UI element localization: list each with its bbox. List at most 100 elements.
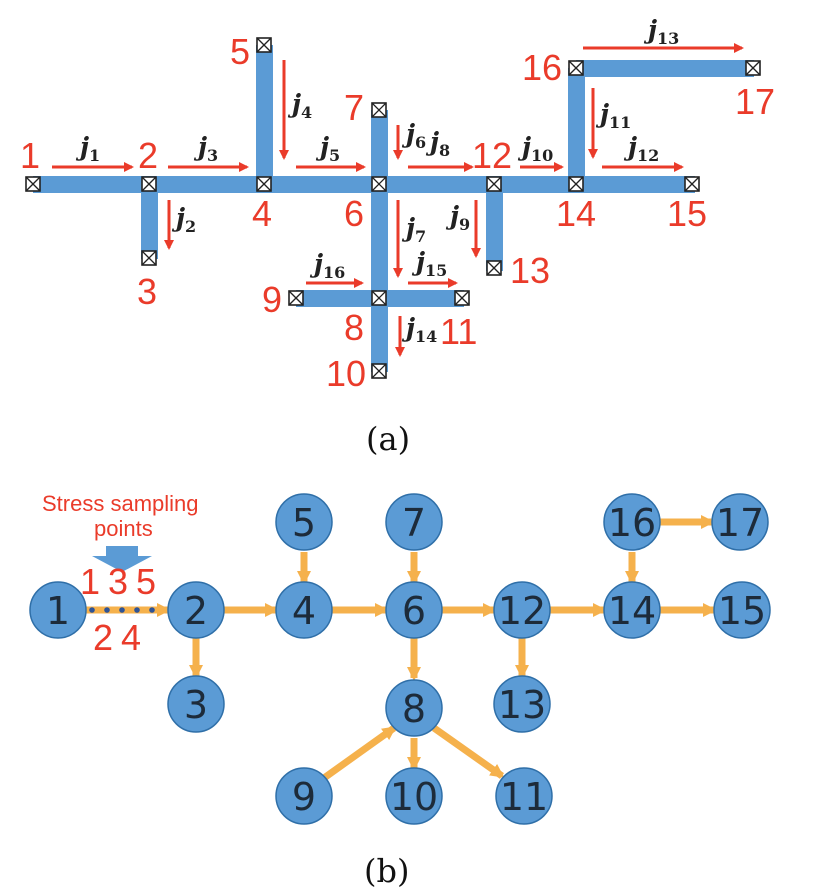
- junction-label-7: 7: [344, 87, 364, 128]
- junction-label-1: 1: [20, 135, 40, 176]
- junction-12-box: [486, 176, 502, 192]
- junction-label-3: 3: [137, 271, 157, 312]
- pipe-14-16: [568, 68, 585, 185]
- flow-label-j5: j5: [315, 132, 340, 165]
- node-label-1: 1: [46, 589, 70, 633]
- node-9: 9: [275, 767, 333, 825]
- node-2: 2: [167, 581, 225, 639]
- sampling-dot: [119, 607, 125, 613]
- sampling-point-1: 1: [80, 561, 100, 602]
- pipe-16-17: [576, 60, 754, 77]
- node-label-11: 11: [500, 775, 548, 819]
- node-6: 6: [385, 581, 443, 639]
- node-4: 4: [275, 581, 333, 639]
- junction-9-box: [288, 290, 304, 306]
- pipe-network: [33, 45, 754, 372]
- junction-label-8: 8: [344, 307, 364, 348]
- junction-1-box: [25, 176, 41, 192]
- node-label-2: 2: [184, 589, 208, 633]
- junction-label-5: 5: [230, 31, 250, 72]
- flow-label-j15: j15: [411, 247, 447, 280]
- sampling-dot: [134, 607, 140, 613]
- node-8: 8: [385, 679, 443, 737]
- graph-nodes: 1 2 3 4 5 6 7 8 9 10 11 12 13 14 15 16 1…: [29, 493, 771, 825]
- node-14: 14: [603, 581, 661, 639]
- junction-6-box: [371, 176, 387, 192]
- pipe-main-horizontal: [33, 176, 695, 193]
- node-label-15: 15: [718, 589, 766, 633]
- junction-label-4: 4: [252, 193, 272, 234]
- junction-16-box: [568, 60, 584, 76]
- node-label-9: 9: [292, 775, 316, 819]
- flow-label-j1: j1: [75, 132, 100, 165]
- junction-5-box: [256, 37, 272, 53]
- flow-label-j11: j11: [595, 99, 631, 132]
- stress-sampling-label-line1: Stress sampling: [42, 491, 199, 516]
- junction-label-16: 16: [522, 47, 562, 88]
- caption-a: (a): [366, 420, 410, 458]
- junction-label-2: 2: [138, 135, 158, 176]
- node-label-4: 4: [292, 589, 316, 633]
- flow-label-j8: j8: [425, 127, 450, 160]
- sampling-dot: [89, 607, 95, 613]
- pipe-12-13: [486, 185, 503, 271]
- junction-4-box: [256, 176, 272, 192]
- node-12: 12: [493, 581, 551, 639]
- sampling-point-3: 3: [108, 561, 128, 602]
- pipe-4-5: [256, 45, 273, 185]
- node-label-5: 5: [292, 501, 316, 545]
- node-11: 11: [495, 767, 553, 825]
- panel-a: j1 j2 j3 j4 j5 j6 j7 j8 j9 j10 j11 j12 j…: [20, 15, 775, 458]
- flow-label-j4: j4: [287, 89, 312, 122]
- junction-10-box: [371, 363, 387, 379]
- graph-edges: [86, 515, 717, 781]
- panel-b: Stress sampling points: [29, 491, 771, 890]
- node-label-7: 7: [402, 501, 426, 545]
- stress-sampling-label-line2: points: [94, 516, 153, 541]
- node-17: 17: [711, 493, 769, 551]
- flow-label-j3: j3: [193, 132, 218, 165]
- flow-label-j10: j10: [517, 132, 553, 165]
- flow-label-j14: j14: [401, 313, 437, 346]
- down-arrow-icon: [92, 546, 152, 572]
- junction-label-9: 9: [262, 279, 282, 320]
- junction-label-6: 6: [344, 193, 364, 234]
- sampling-point-4: 4: [121, 617, 141, 658]
- node-16: 16: [603, 493, 661, 551]
- sampling-dots: [89, 607, 155, 613]
- flow-label-j13: j13: [643, 15, 679, 48]
- edge-9-8: [321, 725, 397, 781]
- node-15: 15: [713, 581, 771, 639]
- junction-8-box: [371, 290, 387, 306]
- node-label-16: 16: [608, 501, 656, 545]
- node-13: 13: [493, 675, 551, 733]
- flow-arrows: [52, 43, 744, 357]
- junction-label-12: 12: [472, 135, 512, 176]
- node-label-14: 14: [608, 589, 656, 633]
- junction-label-17: 17: [735, 81, 775, 122]
- node-label-17: 17: [716, 501, 764, 545]
- sampling-dot: [104, 607, 110, 613]
- flow-label-j16: j16: [309, 249, 345, 282]
- node-label-10: 10: [390, 775, 438, 819]
- junction-13-box: [486, 260, 502, 276]
- junction-boxes: [25, 37, 761, 379]
- pipe-7-10: [371, 110, 388, 372]
- junction-2-box: [141, 176, 157, 192]
- flow-label-j6: j6: [401, 119, 426, 152]
- flow-label-j2: j2: [171, 203, 196, 236]
- sampling-point-5: 5: [136, 561, 156, 602]
- flow-label-j7: j7: [401, 213, 426, 246]
- node-label-6: 6: [402, 589, 426, 633]
- node-label-12: 12: [498, 589, 546, 633]
- edge-8-11: [431, 725, 505, 779]
- pipe-2-3: [141, 185, 158, 259]
- junction-label-14: 14: [556, 193, 596, 234]
- node-label-8: 8: [402, 687, 426, 731]
- junction-14-box: [568, 176, 584, 192]
- flow-label-j12: j12: [623, 132, 659, 165]
- junction-3-box: [141, 250, 157, 266]
- junction-label-15: 15: [667, 193, 707, 234]
